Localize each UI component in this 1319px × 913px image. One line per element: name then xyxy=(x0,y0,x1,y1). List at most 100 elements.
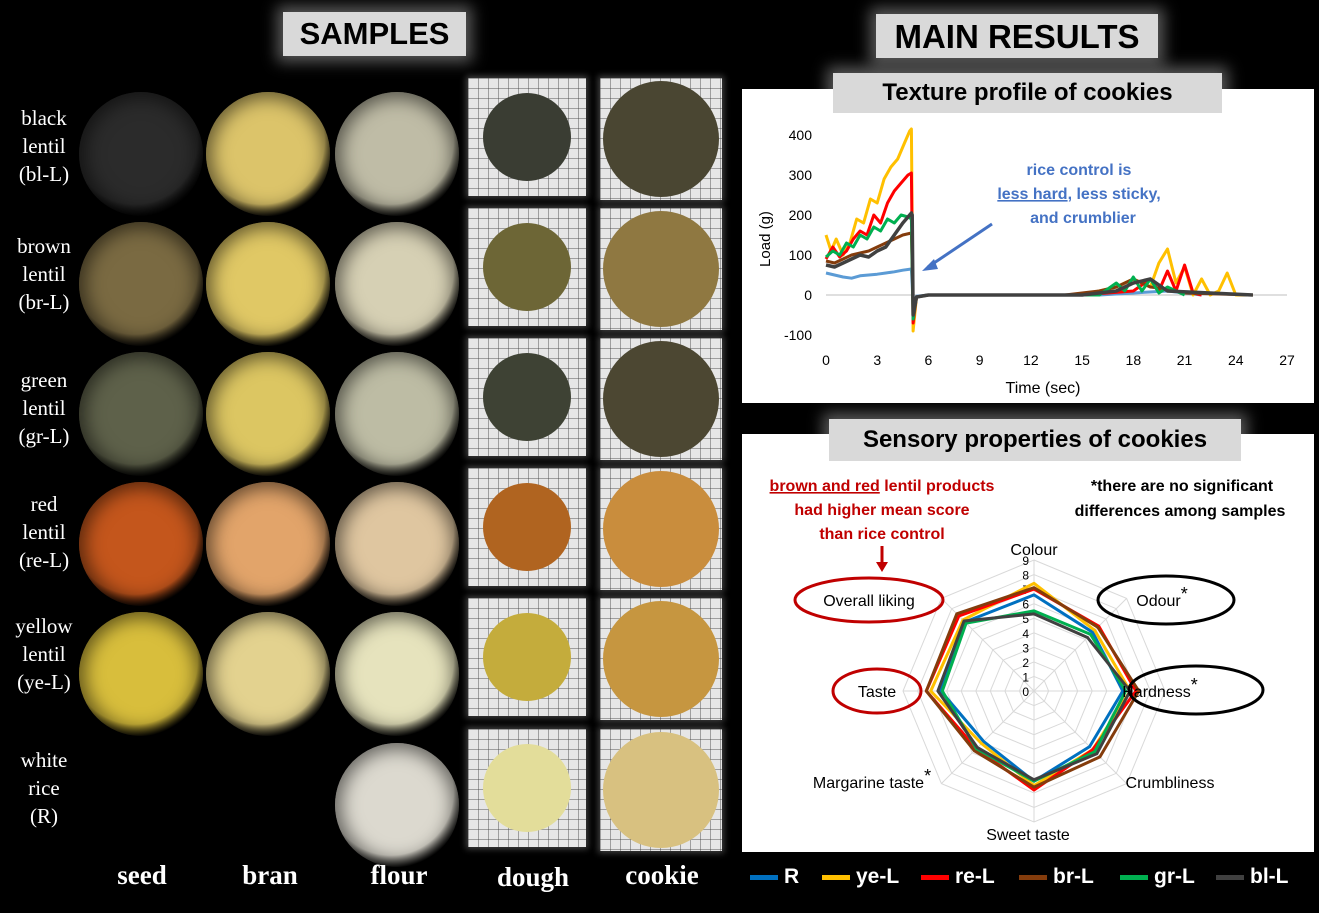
row-label-line2: lentil xyxy=(22,262,66,286)
legend-item-R: R xyxy=(750,865,799,889)
texture-ytick: 0 xyxy=(804,287,812,303)
column-label-seed: seed xyxy=(117,860,167,890)
texture-xtick: 27 xyxy=(1279,352,1295,368)
seed-sample-1 xyxy=(79,222,203,346)
bran-sample-3 xyxy=(206,482,330,606)
flour-sample-0 xyxy=(335,92,459,216)
flour-sample-5 xyxy=(335,743,459,867)
dough-4 xyxy=(483,613,571,701)
legend-label: br-L xyxy=(1053,865,1094,888)
row-label-line1: brown xyxy=(17,234,71,258)
dough-tile-2 xyxy=(468,338,586,456)
row-label-line3: (br-L) xyxy=(18,290,70,314)
radar-spoke xyxy=(941,690,1035,784)
row-label-line2: lentil xyxy=(22,396,66,420)
cookie-4 xyxy=(603,601,719,717)
radar-rtick: 6 xyxy=(1022,598,1029,612)
cookie-2 xyxy=(603,341,719,457)
texture-annotation-line3: and crumblier xyxy=(1030,210,1136,227)
texture-xlabel: Time (sec) xyxy=(1006,380,1081,397)
radar-axis-label: Overall liking xyxy=(823,593,915,610)
row-label-1: brown lentil (br-L) xyxy=(0,232,88,316)
sensory-annotation-rest: lentil products xyxy=(880,478,995,495)
texture-xtick: 9 xyxy=(976,352,984,368)
row-label-line2: lentil xyxy=(22,642,66,666)
legend-swatch xyxy=(822,874,850,880)
seed-sample-3 xyxy=(79,482,203,606)
cookie-tile-0 xyxy=(600,78,722,200)
texture-annotation-arrow xyxy=(927,222,993,269)
texture-ytick: 300 xyxy=(789,167,813,183)
cookie-tile-2 xyxy=(600,338,722,460)
radar-axis-label: Crumbliness xyxy=(1126,775,1215,792)
dough-tile-1 xyxy=(468,208,586,326)
legend-swatch xyxy=(750,874,778,880)
texture-xtick: 15 xyxy=(1074,352,1090,368)
bran-sample-4 xyxy=(206,612,330,736)
radar-rtick: 2 xyxy=(1022,656,1029,670)
row-label-5: white rice (R) xyxy=(0,746,88,830)
legend-swatch xyxy=(921,874,949,880)
flour-sample-1 xyxy=(335,222,459,346)
texture-xtick: 6 xyxy=(925,352,933,368)
texture-xtick: 24 xyxy=(1228,352,1244,368)
radar-axis-label: Margarine taste* xyxy=(813,766,931,792)
radar-axis-highlight xyxy=(1096,574,1236,626)
row-label-line3: (re-L) xyxy=(18,548,70,572)
legend-item-ye-L: ye-L xyxy=(822,865,899,889)
texture-xtick: 21 xyxy=(1177,352,1193,368)
texture-xtick: 18 xyxy=(1126,352,1142,368)
bran-sample-1 xyxy=(206,222,330,346)
texture-ytick: -100 xyxy=(784,327,812,343)
sensory-panel: brown and red lentil products had higher… xyxy=(742,434,1314,852)
dough-1 xyxy=(483,223,571,311)
dough-tile-0 xyxy=(468,78,586,196)
radar-axis-highlight xyxy=(831,667,923,715)
texture-panel: -100 0 100 200 300 400 0 3 6 9 12 15 18 21 24 27 Load (… xyxy=(742,89,1314,403)
texture-ytick: 400 xyxy=(789,127,813,143)
row-label-line1: yellow xyxy=(15,614,73,638)
radar-axis-label-text: Colour xyxy=(1010,542,1058,559)
radar-axis-label-text: Overall liking xyxy=(823,593,915,610)
radar-series-bl-L xyxy=(936,612,1132,782)
radar-rtick: 4 xyxy=(1022,627,1029,641)
radar-rtick: 0 xyxy=(1022,685,1029,699)
legend-label: ye-L xyxy=(856,865,900,888)
legend-item-gr-L: gr-L xyxy=(1120,865,1195,889)
row-label-line1: green xyxy=(20,368,68,392)
sensory-annotation-line3: than rice control xyxy=(819,526,944,543)
sensory-title: Sensory properties of cookies xyxy=(829,419,1241,461)
dough-2 xyxy=(483,353,571,441)
texture-annotation-underlined: less hard xyxy=(997,186,1067,203)
row-label-line3: (R) xyxy=(30,804,58,828)
cookie-5 xyxy=(603,732,719,848)
seed-sample-2 xyxy=(79,352,203,476)
cookie-0 xyxy=(603,81,719,197)
radar-axis-label: Odour* xyxy=(1136,584,1187,610)
cookie-tile-1 xyxy=(600,208,722,330)
texture-annotation-line2: less hard, less sticky, xyxy=(997,186,1160,203)
radar-axis-label-text: Odour xyxy=(1136,593,1181,610)
radar-rtick: 8 xyxy=(1022,569,1029,583)
sensory-note-line1: *there are no significant xyxy=(1091,478,1274,495)
dough-3 xyxy=(483,483,571,571)
texture-ylabel: Load (g) xyxy=(757,211,774,267)
texture-xtick: 12 xyxy=(1023,352,1039,368)
cookie-tile-5 xyxy=(600,729,722,851)
radar-axis-label: Sweet taste xyxy=(986,827,1070,844)
row-label-line1: red xyxy=(30,492,58,516)
row-label-line1: white xyxy=(20,748,68,772)
sensory-note-line2: differences among samples xyxy=(1075,503,1286,520)
radar-rtick: 1 xyxy=(1022,670,1029,684)
row-label-3: red lentil (re-L) xyxy=(0,490,88,574)
cookie-tile-3 xyxy=(600,468,722,590)
radar-series-br-L xyxy=(924,586,1141,789)
texture-series-bl-L xyxy=(825,211,1253,317)
seed-sample-0 xyxy=(79,92,203,216)
texture-annotation-line1: rice control is xyxy=(1027,162,1132,179)
radar-rtick: 3 xyxy=(1022,641,1029,655)
dough-tile-5 xyxy=(468,729,586,847)
sensory-annotation-line2: had higher mean score xyxy=(794,502,969,519)
samples-title: SAMPLES xyxy=(283,12,466,56)
radar-axis-highlight xyxy=(793,576,945,624)
